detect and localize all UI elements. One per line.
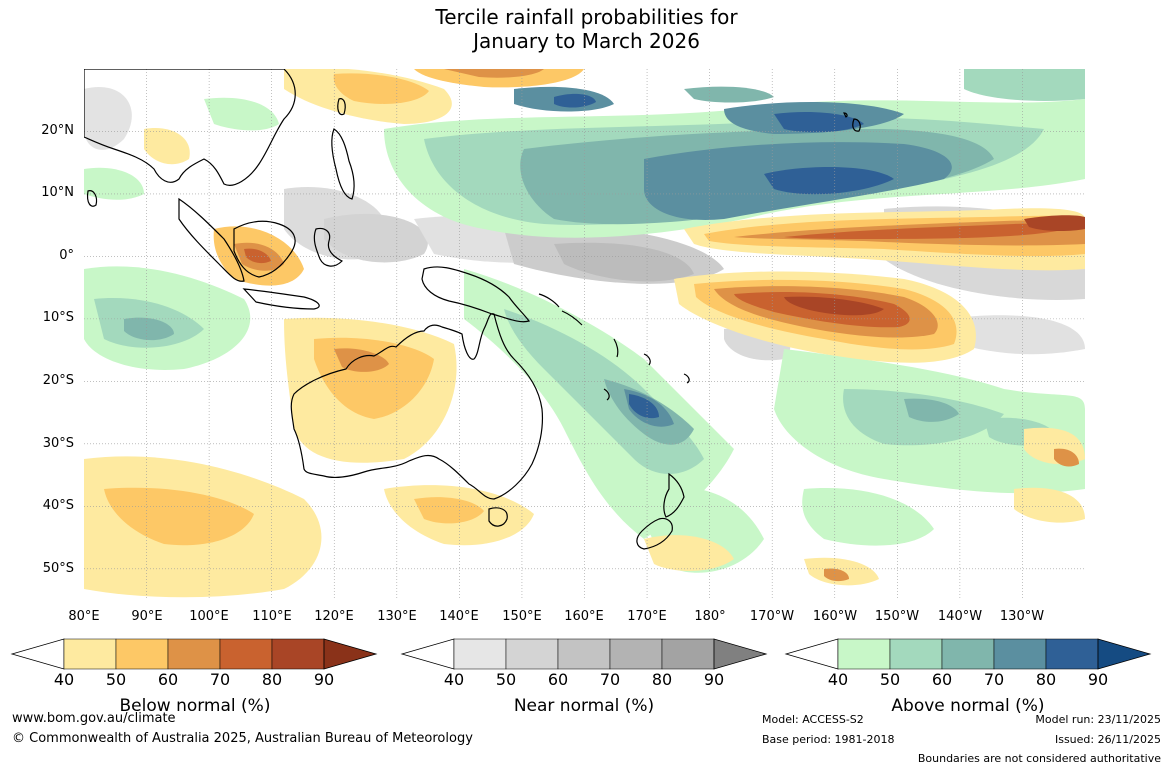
lon-label: 160°E bbox=[564, 609, 604, 624]
colorbar-segment bbox=[167, 638, 221, 670]
tasmania-coastline bbox=[488, 507, 508, 527]
lat-label: 0° bbox=[59, 248, 74, 263]
lon-label: 140°E bbox=[439, 609, 479, 624]
footer-copyright: © Commonwealth of Australia 2025, Austra… bbox=[12, 731, 473, 746]
colorbar-segment bbox=[837, 638, 891, 670]
colorbar-tick: 50 bbox=[879, 670, 901, 689]
lat-label: 20°N bbox=[41, 123, 74, 138]
colorbar-segment bbox=[115, 638, 169, 670]
colorbar-extend-low bbox=[10, 638, 65, 670]
colorbar-segment bbox=[993, 638, 1047, 670]
lon-label: 150°E bbox=[502, 609, 542, 624]
colorbar-segment bbox=[889, 638, 943, 670]
colorbar-extend-high bbox=[323, 638, 378, 670]
below-normal-regions bbox=[84, 69, 1085, 598]
below-normal-title: Below normal (%) bbox=[119, 696, 271, 716]
colorbar-extend-high bbox=[1097, 638, 1152, 670]
footer-issued: Issued: 26/11/2025 bbox=[1054, 733, 1161, 746]
colorbar-segment bbox=[609, 638, 663, 670]
lon-label: 140°W bbox=[937, 609, 983, 624]
lon-label: 160°W bbox=[812, 609, 858, 624]
lon-label: 150°W bbox=[874, 609, 920, 624]
colorbar-tick: 70 bbox=[983, 670, 1005, 689]
colorbar-segment bbox=[557, 638, 611, 670]
colorbar-segment bbox=[1045, 638, 1099, 670]
footer-url[interactable]: www.bom.gov.au/climate bbox=[12, 711, 176, 726]
near-normal-title: Near normal (%) bbox=[513, 696, 655, 716]
colorbar-segment bbox=[219, 638, 273, 670]
colorbar-segment bbox=[63, 638, 117, 670]
colorbar-segment bbox=[271, 638, 325, 670]
colorbar-tick: 90 bbox=[313, 670, 335, 689]
title-line-1: Tercile rainfall probabilities for bbox=[435, 5, 738, 29]
lat-label: 50°S bbox=[42, 561, 74, 576]
philippines-coastline bbox=[331, 128, 355, 200]
new-guinea-coastline bbox=[421, 266, 530, 323]
colorbar-extend-low bbox=[400, 638, 455, 670]
lat-label: 30°S bbox=[42, 436, 74, 451]
colorbar-segment bbox=[941, 638, 995, 670]
australia-coastline bbox=[290, 313, 544, 500]
lon-label: 80°E bbox=[68, 609, 100, 624]
borneo-coastline bbox=[233, 220, 296, 278]
lon-label: 90°E bbox=[131, 609, 163, 624]
lon-label: 120°E bbox=[314, 609, 354, 624]
colorbar-segment bbox=[453, 638, 507, 670]
footer-disclaimer: Boundaries are not considered authoritat… bbox=[917, 752, 1161, 765]
below-normal-colorbar bbox=[10, 638, 378, 670]
sulawesi-coastline bbox=[313, 227, 344, 267]
map-canvas bbox=[84, 69, 1085, 600]
taiwan-coastline bbox=[337, 98, 346, 116]
hawaii-coastline bbox=[843, 112, 861, 132]
lat-label: 40°S bbox=[42, 498, 74, 513]
colorbar-tick: 60 bbox=[157, 670, 179, 689]
lat-label: 10°S bbox=[42, 310, 74, 325]
lat-label: 20°S bbox=[42, 373, 74, 388]
lon-label: 170°W bbox=[749, 609, 795, 624]
colorbar-tick: 80 bbox=[651, 670, 673, 689]
lon-label: 130°E bbox=[377, 609, 417, 624]
footer-model: Model: ACCESS-S2 bbox=[762, 713, 864, 726]
colorbar-tick: 70 bbox=[599, 670, 621, 689]
new-zealand-coastline bbox=[636, 472, 685, 550]
sumatra-coastline bbox=[178, 197, 245, 282]
colorbar-tick: 60 bbox=[931, 670, 953, 689]
colorbar-segment bbox=[661, 638, 715, 670]
coastlines bbox=[84, 69, 861, 550]
lat-label: 10°N bbox=[41, 185, 74, 200]
lon-label: 110°E bbox=[252, 609, 292, 624]
colorbar-tick: 60 bbox=[547, 670, 569, 689]
colorbar-tick: 50 bbox=[105, 670, 127, 689]
lon-label: 170°E bbox=[627, 609, 667, 624]
lon-label: 100°E bbox=[189, 609, 229, 624]
footer-base-period: Base period: 1981-2018 bbox=[762, 733, 895, 746]
near-normal-colorbar bbox=[400, 638, 768, 670]
above-normal-title: Above normal (%) bbox=[891, 696, 1045, 716]
colorbar-tick: 80 bbox=[261, 670, 283, 689]
colorbar-tick: 90 bbox=[703, 670, 725, 689]
colorbar-tick: 40 bbox=[443, 670, 465, 689]
lon-label: 180° bbox=[694, 609, 726, 624]
rainfall-probability-map[interactable] bbox=[84, 69, 1085, 600]
title-line-2: January to March 2026 bbox=[473, 29, 700, 53]
java-coastline bbox=[242, 288, 320, 310]
colorbar-extend-low bbox=[784, 638, 839, 670]
above-normal-colorbar bbox=[784, 638, 1152, 670]
colorbar-tick: 40 bbox=[53, 670, 75, 689]
colorbar-tick: 70 bbox=[209, 670, 231, 689]
colorbar-tick: 80 bbox=[1035, 670, 1057, 689]
sri-lanka-coastline bbox=[86, 190, 98, 207]
footer-model-run: Model run: 23/11/2025 bbox=[1035, 713, 1161, 726]
lon-label: 130°W bbox=[999, 609, 1045, 624]
colorbar-tick: 50 bbox=[495, 670, 517, 689]
colorbar-tick: 90 bbox=[1087, 670, 1109, 689]
colorbar-segment bbox=[505, 638, 559, 670]
graticule bbox=[84, 69, 1085, 600]
colorbar-extend-high bbox=[713, 638, 768, 670]
above-normal-regions bbox=[84, 69, 1085, 573]
pacific-islands-coastline bbox=[538, 293, 690, 401]
southeast-asia-coastline bbox=[84, 69, 296, 186]
colorbar-tick: 40 bbox=[827, 670, 849, 689]
